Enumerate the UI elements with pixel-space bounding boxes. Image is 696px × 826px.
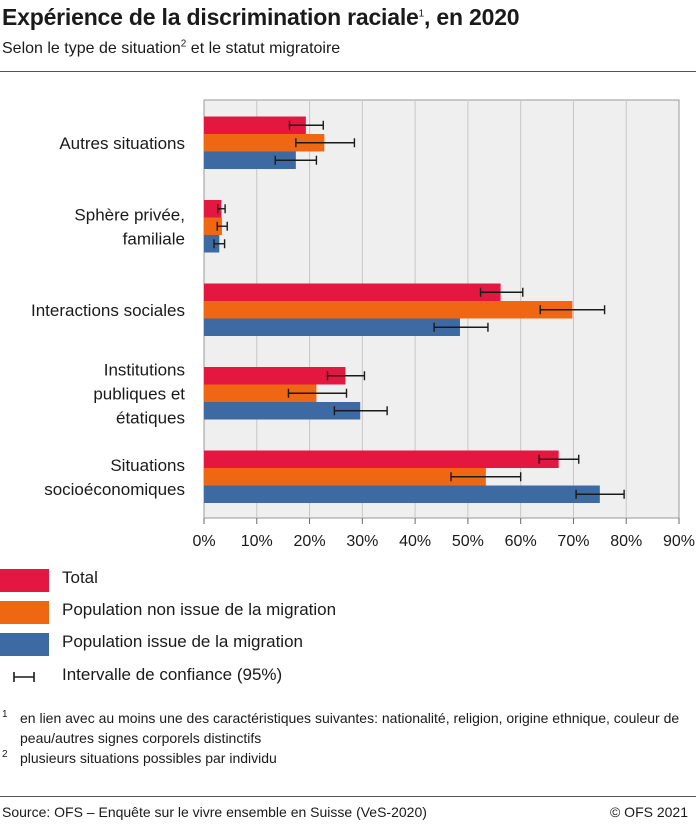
source-note: Source: OFS – Enquête sur le vivre ensem…: [2, 804, 427, 820]
legend-item-migrant: Population issue de la migration: [0, 630, 420, 656]
x-tick-label: 50%: [452, 533, 484, 550]
bar: [204, 151, 296, 169]
bar: [204, 485, 600, 503]
chart-subtitle: Selon le type de situation2 et le statut…: [2, 38, 341, 57]
bar: [204, 402, 361, 420]
bottom-divider: [0, 796, 696, 797]
x-tick-label: 90%: [663, 533, 695, 550]
x-tick-label: 30%: [346, 533, 378, 550]
bar: [204, 450, 559, 468]
legend-label-non-migrant: Population non issue de la migration: [62, 600, 337, 619]
legend-item-confidence-interval: Intervalle de confiance (95%): [0, 663, 420, 687]
footnote-1-text: en lien avec au moins une des caractéris…: [20, 710, 680, 746]
legend-label-migrant: Population issue de la migration: [62, 632, 303, 651]
legend-label-total: Total: [62, 568, 98, 587]
bar: [204, 318, 460, 336]
bar: [204, 301, 573, 319]
bar: [204, 134, 325, 152]
footnote-1: 1 en lien avec au moins une des caractér…: [0, 708, 680, 748]
x-tick-label: 20%: [294, 533, 326, 550]
category-label: Situations socioéconomiques: [44, 456, 185, 499]
x-tick-label: 40%: [399, 533, 431, 550]
footnote-2: 2 plusieurs situations possibles par ind…: [0, 748, 680, 768]
legend-swatch-total: [0, 569, 49, 592]
legend-item-non-migrant: Population non issue de la migration: [0, 598, 420, 624]
legend-swatch-non-migrant: [0, 601, 49, 624]
x-tick-label: 80%: [610, 533, 642, 550]
footnote-1-mark: 1: [2, 709, 8, 720]
legend-label-confidence-interval: Intervalle de confiance (95%): [62, 665, 283, 684]
category-label: Autres situations: [59, 134, 185, 153]
category-label: Sphère privée, familiale: [74, 205, 185, 248]
legend-item-total: Total: [0, 566, 420, 592]
title-footnote-mark: 1: [418, 8, 425, 20]
x-tick-label: 70%: [557, 533, 589, 550]
bar-chart: 0% 10% 20% 30% 40% 50% 60% 70% 80% 90% Autres situ…: [31, 99, 695, 550]
bar: [204, 116, 306, 134]
bar: [204, 468, 486, 486]
x-tick-label: 60%: [505, 533, 537, 550]
x-tick-label: 0%: [192, 533, 215, 550]
category-label: Institutions publiques et étatiques: [93, 360, 185, 427]
legend-swatch-migrant: [0, 633, 49, 656]
footnote-2-text: plusieurs situations possibles par indiv…: [20, 750, 277, 766]
subtitle-footnote-mark: 2: [180, 38, 187, 50]
copyright: © OFS 2021: [609, 804, 688, 820]
bar: [204, 235, 220, 253]
bar: [204, 283, 501, 301]
confidence-interval-icon: [13, 672, 35, 682]
x-tick-label: 10%: [241, 533, 273, 550]
footnote-2-mark: 2: [2, 749, 8, 760]
footnotes: 1 en lien avec au moins une des caractér…: [0, 708, 680, 768]
top-divider: [0, 71, 696, 72]
chart-title: Expérience de la discrimination raciale1…: [2, 4, 520, 30]
bar: [204, 367, 346, 385]
category-label: Interactions sociales: [31, 301, 185, 320]
